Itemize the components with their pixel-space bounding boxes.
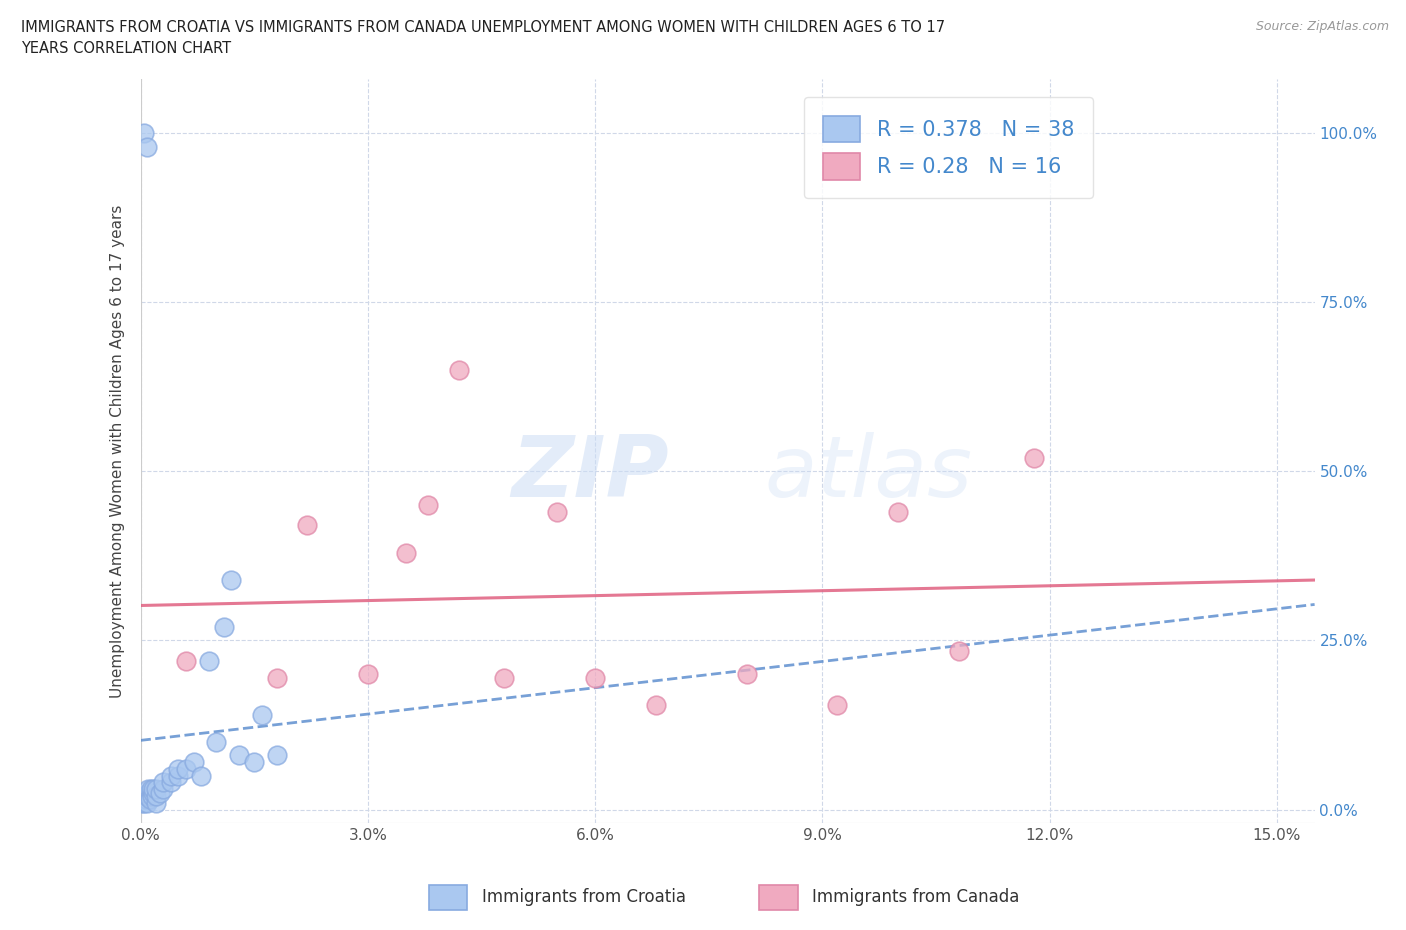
Point [266,748,288,763]
Point [131,795,153,810]
Point [735,667,758,682]
Point [148,785,170,800]
Point [160,775,183,790]
Point [134,789,156,804]
Point [183,755,205,770]
Bar [759,884,799,910]
Point [221,572,243,587]
Point [167,762,190,777]
Point [141,782,163,797]
Point [160,768,183,783]
Point [212,619,235,634]
Point [395,545,418,560]
Text: atlas: atlas [765,432,973,515]
Text: Immigrants from Canada: Immigrants from Canada [813,888,1019,907]
Point [141,789,163,804]
Point [266,671,288,685]
Text: YEARS CORRELATION CHART: YEARS CORRELATION CHART [21,41,231,56]
Text: Immigrants from Croatia: Immigrants from Croatia [482,888,686,907]
Point [494,671,516,685]
Point [546,504,568,519]
Point [190,768,212,783]
Point [174,653,197,668]
Point [243,755,266,770]
Point [174,762,197,777]
Point [142,782,165,797]
Point [139,792,162,807]
Point [138,789,160,804]
Point [205,735,228,750]
Point [583,671,606,685]
Point [135,140,157,154]
Point [1024,450,1046,465]
Point [132,792,155,807]
Point [145,789,167,804]
Point [152,775,174,790]
Point [447,363,470,378]
Point [948,644,970,658]
Text: ZIP: ZIP [512,432,669,515]
Point [197,653,219,668]
Point [135,795,157,810]
Point [134,126,156,140]
Text: IMMIGRANTS FROM CROATIA VS IMMIGRANTS FROM CANADA UNEMPLOYMENT AMONG WOMEN WITH : IMMIGRANTS FROM CROATIA VS IMMIGRANTS FR… [21,20,945,35]
Point [887,504,910,519]
Point [145,782,167,797]
Point [145,795,167,810]
Point [644,698,666,712]
Point [142,785,165,800]
Point [167,768,190,783]
Legend: R = 0.378   N = 38, R = 0.28   N = 16: R = 0.378 N = 38, R = 0.28 N = 16 [804,97,1092,198]
Point [357,667,380,682]
Point [136,789,159,804]
Point [827,698,849,712]
Point [228,748,250,763]
Point [136,782,159,797]
Point [136,785,159,800]
Bar [429,884,468,910]
Point [418,498,440,512]
Point [152,782,174,797]
Point [135,792,157,807]
Point [134,795,156,810]
Point [297,518,319,533]
Text: Source: ZipAtlas.com: Source: ZipAtlas.com [1256,20,1389,33]
Point [250,708,273,723]
Y-axis label: Unemployment Among Women with Children Ages 6 to 17 years: Unemployment Among Women with Children A… [110,205,125,698]
